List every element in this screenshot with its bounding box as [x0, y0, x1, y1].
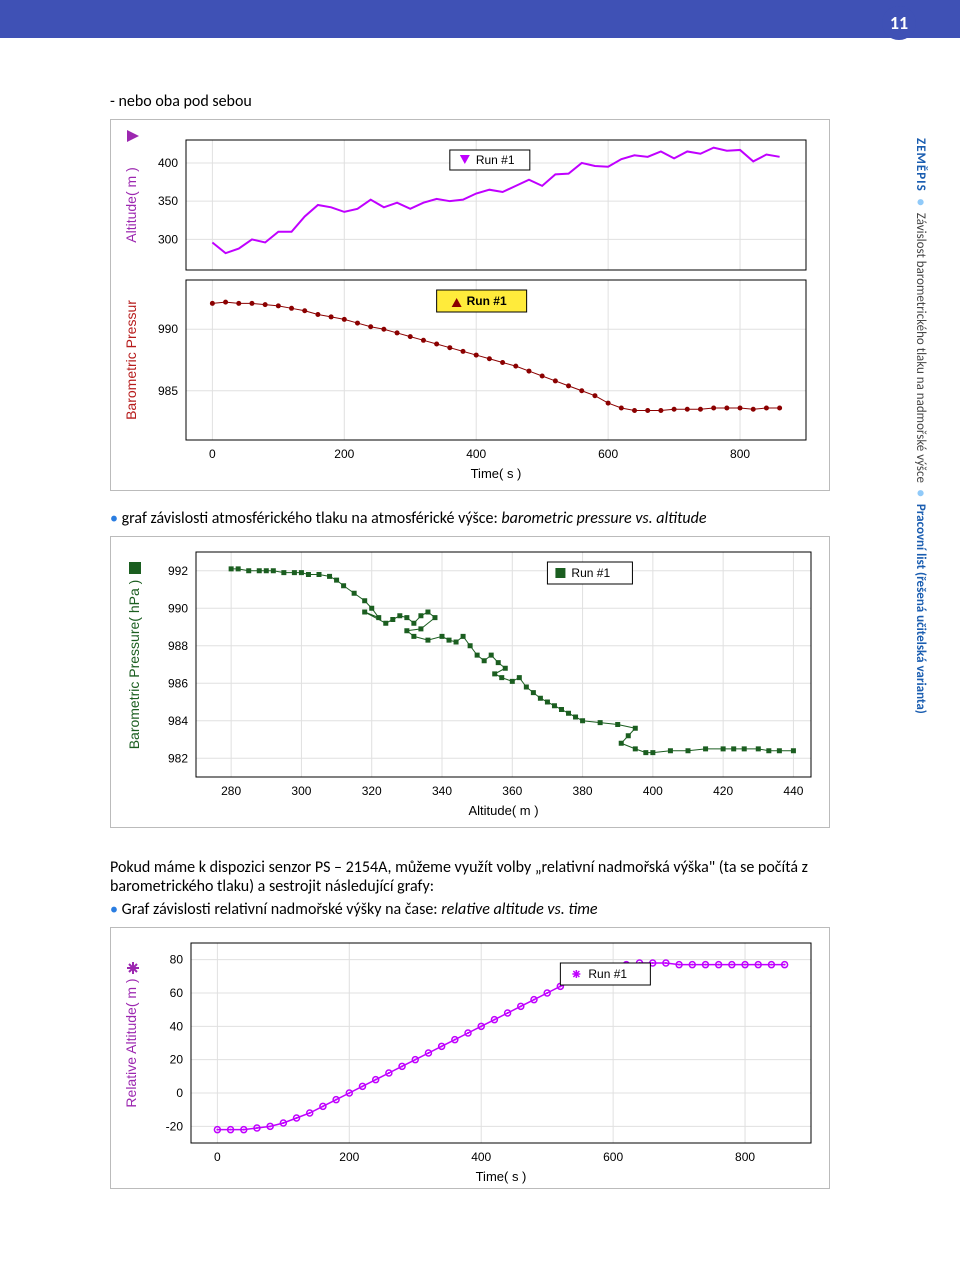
svg-text:600: 600 — [598, 447, 618, 461]
svg-text:0: 0 — [209, 447, 216, 461]
svg-text:420: 420 — [713, 784, 733, 798]
svg-text:Altitude( m ): Altitude( m ) — [468, 803, 538, 818]
chart3-svg: 0 200 400 600 800 -20 0 20 40 60 80 Time( s ) Relati… — [111, 928, 831, 1188]
sidebar-text: ZEMĚPIS ● Závislost barometrického tlaku… — [904, 138, 930, 838]
svg-text:0: 0 — [214, 1150, 221, 1164]
chart1-container: 300 350 400 Altitude( m ) Run #1 985 990 Barome… — [110, 119, 830, 491]
text-line2: graf závislosti atmosférického tlaku na … — [110, 509, 900, 528]
svg-text:600: 600 — [603, 1150, 623, 1164]
svg-text:-20: -20 — [166, 1119, 184, 1133]
svg-text:986: 986 — [168, 676, 188, 690]
svg-text:200: 200 — [339, 1150, 359, 1164]
svg-text:800: 800 — [735, 1150, 755, 1164]
svg-text:400: 400 — [471, 1150, 491, 1164]
chart2-svg: 280 300 320 340 360 380 400 420 440 982 984 986 988 9… — [111, 537, 831, 827]
svg-text:340: 340 — [432, 784, 452, 798]
svg-text:Run #1: Run #1 — [476, 153, 515, 167]
chart2-container: 280 300 320 340 360 380 400 420 440 982 984 986 988 9… — [110, 536, 830, 828]
svg-text:60: 60 — [170, 986, 184, 1000]
svg-text:200: 200 — [334, 447, 354, 461]
svg-text:300: 300 — [291, 784, 311, 798]
svg-text:400: 400 — [466, 447, 486, 461]
svg-text:280: 280 — [221, 784, 241, 798]
chart1-svg: 300 350 400 Altitude( m ) Run #1 985 990 Barome… — [111, 120, 831, 490]
svg-text:300: 300 — [158, 232, 178, 246]
svg-text:985: 985 — [158, 384, 178, 398]
text-line1: - nebo oba pod sebou — [110, 92, 900, 111]
page-number-badge: 11 — [882, 6, 916, 40]
sidebar-topic: Závislost barometrického tlaku na nadmoř… — [913, 213, 928, 483]
svg-text:360: 360 — [502, 784, 522, 798]
svg-text:990: 990 — [168, 601, 188, 615]
svg-text:0: 0 — [176, 1086, 183, 1100]
svg-text:440: 440 — [783, 784, 803, 798]
svg-text:Altitude( m ): Altitude( m ) — [123, 167, 139, 242]
svg-text:40: 40 — [170, 1019, 184, 1033]
sidebar-doc: Pracovní list (řešená učitelská varianta… — [913, 504, 928, 714]
top-bar: 11 — [0, 0, 960, 38]
svg-text:380: 380 — [573, 784, 593, 798]
svg-text:992: 992 — [168, 564, 188, 578]
svg-text:400: 400 — [643, 784, 663, 798]
page-content: ZEMĚPIS ● Závislost barometrického tlaku… — [0, 38, 960, 1227]
svg-text:Barometric Pressur: Barometric Pressur — [123, 300, 139, 420]
text-bullet3: Graf závislosti relativní nadmořské výšk… — [110, 900, 900, 919]
svg-text:Run #1: Run #1 — [571, 566, 610, 580]
svg-text:400: 400 — [158, 156, 178, 170]
svg-text:350: 350 — [158, 194, 178, 208]
svg-text:20: 20 — [170, 1053, 184, 1067]
svg-text:Time( s ): Time( s ) — [476, 1169, 527, 1184]
svg-text:Run #1: Run #1 — [588, 967, 627, 981]
svg-text:800: 800 — [730, 447, 750, 461]
svg-text:982: 982 — [168, 751, 188, 765]
svg-text:Relative Altitude( m ): Relative Altitude( m ) — [123, 978, 139, 1107]
svg-text:Barometric Pressure( hPa ): Barometric Pressure( hPa ) — [126, 580, 142, 750]
sidebar-subject: ZEMĚPIS — [913, 138, 928, 192]
svg-text:Time( s ): Time( s ) — [471, 466, 522, 481]
svg-text:320: 320 — [362, 784, 382, 798]
svg-text:984: 984 — [168, 714, 188, 728]
svg-text:Run #1: Run #1 — [467, 294, 507, 308]
chart3-container: 0 200 400 600 800 -20 0 20 40 60 80 Time( s ) Relati… — [110, 927, 830, 1189]
svg-text:988: 988 — [168, 639, 188, 653]
svg-text:990: 990 — [158, 322, 178, 336]
svg-text:80: 80 — [170, 953, 184, 967]
text-para2: Pokud máme k dispozici senzor PS – 2154A… — [110, 858, 900, 896]
